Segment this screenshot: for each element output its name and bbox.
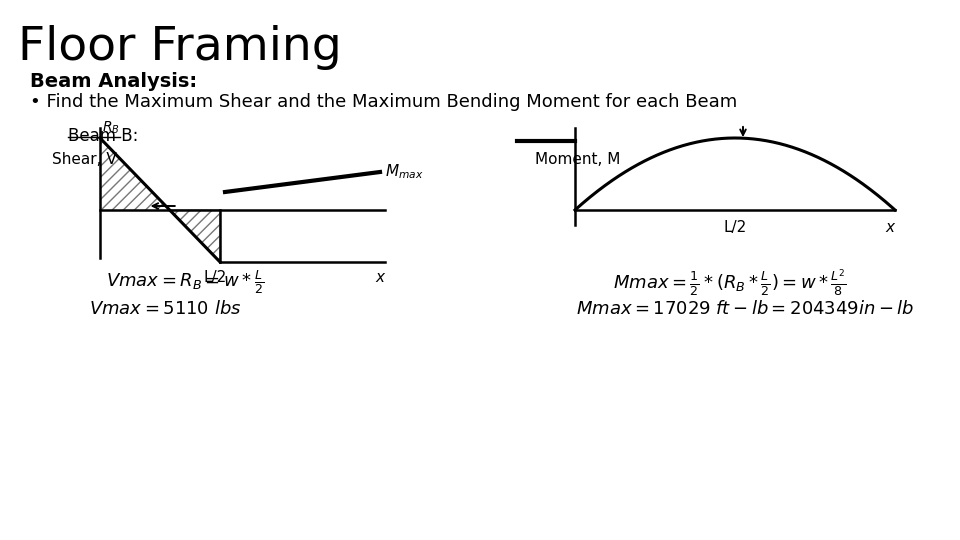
- Text: $Vmax = R_B = w * \frac{L}{2}$: $Vmax = R_B = w * \frac{L}{2}$: [106, 268, 264, 296]
- Text: L/2: L/2: [724, 220, 747, 235]
- Text: • Find the Maximum Shear and the Maximum Bending Moment for each Beam: • Find the Maximum Shear and the Maximum…: [30, 93, 737, 111]
- Text: x: x: [375, 270, 385, 285]
- Text: Floor Framing: Floor Framing: [18, 25, 342, 70]
- Text: $Vmax = 5110\ lbs$: $Vmax = 5110\ lbs$: [88, 300, 241, 318]
- Text: $Mmax = 17029\ ft - lb = 204349 in - lb$: $Mmax = 17029\ ft - lb = 204349 in - lb$: [576, 300, 914, 318]
- Text: L/2: L/2: [204, 270, 227, 285]
- Text: Beam B:: Beam B:: [68, 127, 138, 145]
- Text: x: x: [885, 220, 895, 235]
- Text: Beam Analysis:: Beam Analysis:: [30, 72, 197, 91]
- Text: $Mmax = \frac{1}{2} * (R_B * \frac{L}{2}) = w * \frac{L^2}{8}$: $Mmax = \frac{1}{2} * (R_B * \frac{L}{2}…: [613, 268, 847, 299]
- Text: Shear, V: Shear, V: [52, 152, 117, 167]
- Text: Moment, M: Moment, M: [535, 152, 620, 167]
- Text: $M_{max}$: $M_{max}$: [385, 163, 423, 181]
- Text: $R_B$: $R_B$: [102, 119, 120, 136]
